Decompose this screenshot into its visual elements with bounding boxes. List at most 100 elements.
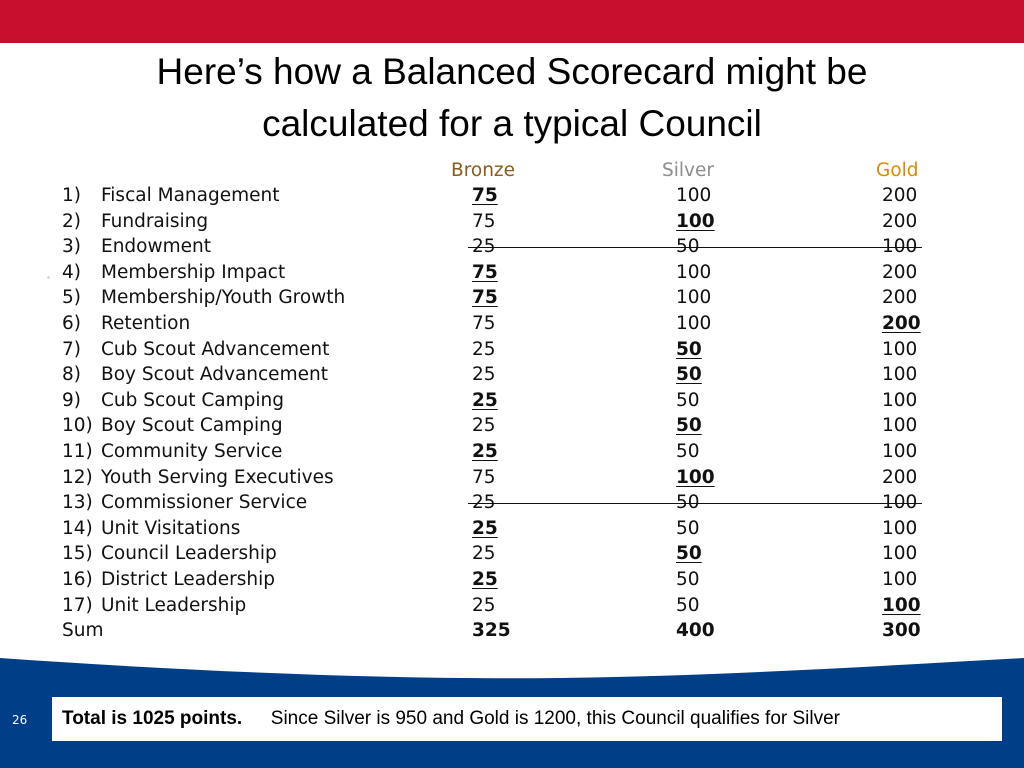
- bronze-value: 25: [472, 338, 496, 360]
- row-number: 10): [62, 415, 93, 437]
- slide-title-line-1: Here’s how a Balanced Scorecard might be: [156, 51, 868, 92]
- row-label: Fundraising: [101, 210, 209, 232]
- scorecard-row: 14) Unit Visitations 25 50 100: [0, 518, 1024, 544]
- sum-bronze-value: 325: [472, 620, 511, 642]
- row-number: 1): [62, 185, 81, 206]
- gold-value: 100: [882, 338, 918, 360]
- bronze-column-header: Bronze: [451, 160, 516, 181]
- gold-value: 100: [882, 236, 918, 258]
- bronze-value: 25: [472, 364, 496, 386]
- total-summary-box: Total is 1025 points. Since Silver is 95…: [52, 697, 1002, 741]
- row-number: 2): [62, 210, 81, 232]
- row-number: 5): [62, 287, 81, 309]
- silver-value: 100: [676, 466, 715, 488]
- scorecard-row: 16) District Leadership 25 50 100: [0, 569, 1024, 595]
- row-number: 9): [62, 389, 81, 411]
- row-number: 15): [62, 543, 93, 565]
- row-number: 7): [62, 338, 81, 360]
- bronze-value: 25: [472, 236, 496, 258]
- row-label: Fiscal Management: [101, 185, 280, 206]
- row-number: 17): [62, 594, 93, 616]
- gold-value: 100: [882, 543, 918, 565]
- bronze-value: 25: [472, 389, 498, 411]
- gold-column-header: Gold: [876, 160, 919, 181]
- scorecard-row: 10) Boy Scout Camping 25 50 100: [0, 415, 1024, 441]
- silver-value: 100: [676, 287, 712, 309]
- gold-value: 200: [882, 313, 921, 334]
- gold-value: 100: [882, 364, 918, 386]
- gold-value: 100: [882, 594, 921, 616]
- silver-value: 50: [676, 236, 700, 258]
- gold-value: 200: [882, 210, 918, 232]
- scorecard-row: 8) Boy Scout Advancement 25 50 100: [0, 364, 1024, 390]
- scorecard-row: 11) Community Service 25 50 100: [0, 441, 1024, 467]
- gold-value: 100: [882, 492, 918, 514]
- scorecard-row: 6) Retention 75 100 200: [0, 313, 1024, 339]
- scorecard-row: 5) Membership/Youth Growth 75 100 200: [0, 287, 1024, 313]
- row-number: 12): [62, 466, 93, 488]
- bronze-value: 75: [472, 185, 498, 206]
- bronze-value: 25: [472, 543, 496, 565]
- bronze-value: 75: [472, 261, 498, 283]
- row-label: Retention: [101, 313, 191, 334]
- row-label: Boy Scout Camping: [101, 415, 283, 437]
- top-red-bar: [0, 0, 1024, 43]
- row-label: Youth Serving Executives: [101, 466, 334, 488]
- bronze-value: 75: [472, 287, 498, 309]
- qualification-text: Since Silver is 950 and Gold is 1200, th…: [270, 708, 840, 729]
- row-label: Membership/Youth Growth: [101, 287, 346, 309]
- row-label: Community Service: [101, 441, 283, 462]
- row-label: Council Leadership: [101, 543, 277, 565]
- scorecard-row: 15) Council Leadership 25 50 100: [0, 543, 1024, 569]
- gold-value: 100: [882, 389, 918, 411]
- slide-number: 26: [12, 713, 28, 727]
- scorecard-row: 3) Endowment 25 50 100: [0, 236, 1024, 262]
- row-label: Boy Scout Advancement: [101, 364, 328, 386]
- gold-value: 200: [882, 466, 918, 488]
- row-number: 4): [62, 261, 81, 283]
- gold-value: 100: [882, 569, 918, 590]
- row-number: 14): [62, 517, 93, 539]
- bronze-value: 25: [472, 492, 496, 514]
- sum-gold-value: 300: [882, 620, 921, 642]
- row-number: 16): [62, 569, 93, 590]
- silver-value: 100: [676, 313, 712, 334]
- scorecard-row: 9) Cub Scout Camping 25 50 100: [0, 390, 1024, 416]
- slide-title: Here’s how a Balanced Scorecard might be…: [0, 46, 1024, 150]
- row-label: Unit Visitations: [101, 517, 241, 539]
- gold-value: 100: [882, 441, 918, 462]
- bronze-value: 25: [472, 441, 498, 462]
- gold-value: 200: [882, 261, 918, 283]
- silver-value: 50: [676, 338, 702, 360]
- bronze-value: 75: [472, 313, 496, 334]
- row-number: 6): [62, 313, 81, 334]
- strikethrough-line: [468, 247, 922, 249]
- silver-value: 50: [676, 441, 700, 462]
- row-label: Cub Scout Advancement: [101, 338, 330, 360]
- row-label: Cub Scout Camping: [101, 389, 284, 411]
- gold-value: 100: [882, 517, 918, 539]
- silver-value: 50: [676, 594, 700, 616]
- scorecard-row: 12) Youth Serving Executives 75 100 200: [0, 467, 1024, 493]
- silver-value: 100: [676, 210, 715, 232]
- slide-title-line-2: calculated for a typical Council: [262, 103, 762, 144]
- silver-value: 50: [676, 389, 700, 411]
- row-number: 11): [62, 441, 93, 462]
- gold-value: 200: [882, 287, 918, 309]
- silver-value: 50: [676, 569, 700, 590]
- silver-value: 100: [676, 261, 712, 283]
- row-number: 8): [62, 364, 81, 386]
- silver-value: 50: [676, 492, 700, 514]
- row-label: Commissioner Service: [101, 492, 308, 514]
- bullet-dot: [47, 276, 50, 279]
- silver-value: 100: [676, 185, 712, 206]
- scorecard-row: 17) Unit Leadership 25 50 100: [0, 595, 1024, 621]
- strikethrough-line: [468, 503, 922, 505]
- sum-row: Sum 325 400 300: [0, 620, 1024, 646]
- row-number: 3): [62, 236, 81, 258]
- gold-value: 100: [882, 415, 918, 437]
- row-number: 13): [62, 492, 93, 514]
- scorecard-row: 2) Fundraising 75 100 200: [0, 211, 1024, 237]
- sum-silver-value: 400: [676, 620, 715, 642]
- bronze-value: 75: [472, 466, 496, 488]
